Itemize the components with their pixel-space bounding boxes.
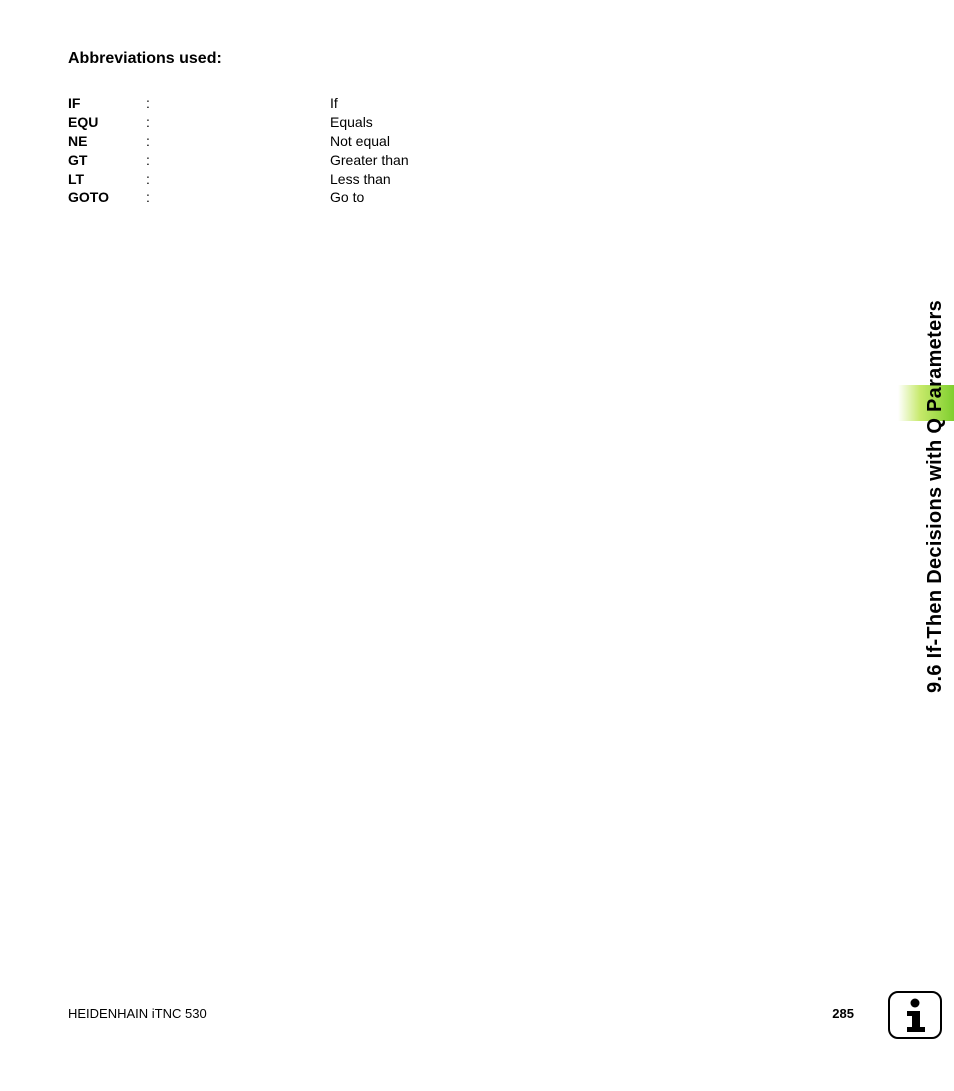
abbrev-term: GT	[68, 151, 146, 170]
abbrev-term: EQU	[68, 113, 146, 132]
abbrev-term: LT	[68, 170, 146, 189]
abbreviations-table: IF : If EQU : Equals NE : Not equal GT :…	[68, 94, 409, 207]
abbrev-colon: :	[146, 113, 330, 132]
info-glyph-icon	[902, 998, 928, 1032]
abbrev-definition: Greater than	[330, 151, 409, 170]
abbrev-definition: Equals	[330, 113, 409, 132]
abbrev-colon: :	[146, 188, 330, 207]
table-row: NE : Not equal	[68, 132, 409, 151]
table-row: GT : Greater than	[68, 151, 409, 170]
abbrev-colon: :	[146, 94, 330, 113]
abbrev-term: IF	[68, 94, 146, 113]
table-row: LT : Less than	[68, 170, 409, 189]
abbrev-colon: :	[146, 132, 330, 151]
section-heading: Abbreviations used:	[68, 50, 828, 68]
table-row: GOTO : Go to	[68, 188, 409, 207]
footer-product-name: HEIDENHAIN iTNC 530	[68, 1006, 207, 1021]
abbrev-definition: If	[330, 94, 409, 113]
page-footer: HEIDENHAIN iTNC 530 285	[68, 1006, 854, 1021]
page-content: Abbreviations used: IF : If EQU : Equals…	[68, 50, 828, 207]
abbrev-term: NE	[68, 132, 146, 151]
abbrev-definition: Not equal	[330, 132, 409, 151]
abbrev-colon: :	[146, 170, 330, 189]
table-row: EQU : Equals	[68, 113, 409, 132]
abbrev-term: GOTO	[68, 188, 146, 207]
abbrev-definition: Go to	[330, 188, 409, 207]
abbrev-definition: Less than	[330, 170, 409, 189]
table-row: IF : If	[68, 94, 409, 113]
abbrev-colon: :	[146, 151, 330, 170]
page-number: 285	[832, 1006, 854, 1021]
info-icon	[888, 991, 942, 1039]
section-side-title: 9.6 If-Then Decisions with Q Parameters	[924, 300, 947, 693]
